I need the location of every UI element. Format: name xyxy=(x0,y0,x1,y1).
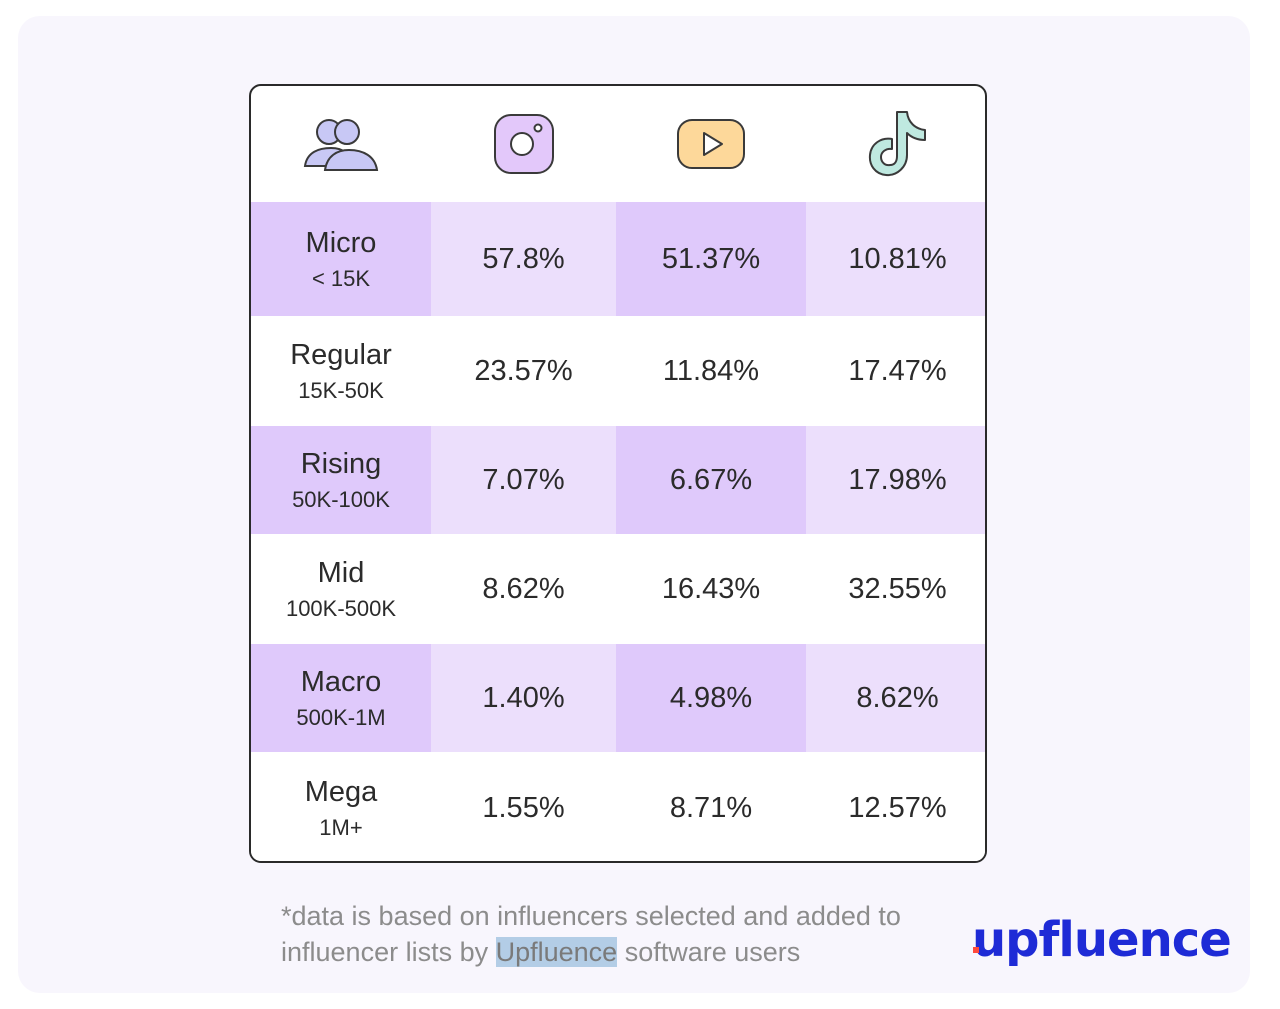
tiktok-pct: 8.62% xyxy=(856,681,939,714)
tiktok-value: 17.47% xyxy=(806,316,985,426)
tier-name: Micro xyxy=(305,226,377,259)
youtube-pct: 51.37% xyxy=(661,242,761,275)
instagram-value: 7.07% xyxy=(431,426,616,534)
tier-name: Rising xyxy=(300,447,382,480)
tiktok-pct: 10.81% xyxy=(848,242,947,275)
instagram-pct: 57.8% xyxy=(482,242,565,275)
youtube-value: 6.67% xyxy=(616,426,806,534)
tier-cell: Micro < 15K xyxy=(251,202,431,316)
footnote: *data is based on influencers selected a… xyxy=(281,898,961,970)
tiktok-value: 17.98% xyxy=(806,426,985,534)
tiktok-pct: 17.98% xyxy=(848,463,947,496)
tier-range: 100K-500K xyxy=(285,595,397,621)
tier-name: Mid xyxy=(317,556,365,589)
youtube-value: 11.84% xyxy=(616,316,806,426)
instagram-icon xyxy=(431,86,616,202)
youtube-value: 8.71% xyxy=(616,752,806,861)
youtube-pct: 8.71% xyxy=(669,792,753,824)
table-row: Rising 50K-100K 7.07% 6.67% 17.98% xyxy=(251,426,985,534)
footnote-text: *data is based on influencers selected a… xyxy=(281,901,901,967)
tier-range: 500K-1M xyxy=(296,704,386,730)
instagram-pct: 1.40% xyxy=(482,681,565,714)
table-row: Micro < 15K 57.8% 51.37% 10.81% xyxy=(251,202,985,316)
upfluence-logo: upfluence xyxy=(972,912,1232,968)
instagram-pct: 23.57% xyxy=(474,354,573,387)
footnote-highlight: Upfluence xyxy=(495,937,618,967)
table-row: Mid 100K-500K 8.62% 16.43% 32.55% xyxy=(251,534,985,644)
tiktok-value: 12.57% xyxy=(806,752,985,861)
tier-name: Macro xyxy=(300,665,382,698)
tiktok-pct: 12.57% xyxy=(848,792,947,824)
tier-cell: Rising 50K-100K xyxy=(251,426,431,534)
table-row: Mega 1M+ 1.55% 8.71% 12.57% xyxy=(251,752,985,861)
footnote-text-end: software users xyxy=(617,937,801,967)
users-icon xyxy=(251,86,431,202)
instagram-value: 57.8% xyxy=(431,202,616,316)
instagram-value: 1.55% xyxy=(431,752,616,861)
instagram-pct: 7.07% xyxy=(482,463,565,496)
youtube-pct: 6.67% xyxy=(669,463,753,496)
tier-range: 15K-50K xyxy=(298,377,384,403)
tiktok-icon xyxy=(806,86,985,202)
tier-cell: Regular 15K-50K xyxy=(251,316,431,426)
logo-dot xyxy=(973,947,979,953)
tier-range: < 15K xyxy=(311,265,371,291)
tier-range: 50K-100K xyxy=(292,486,390,512)
instagram-value: 23.57% xyxy=(431,316,616,426)
tiktok-value: 32.55% xyxy=(806,534,985,644)
youtube-value: 16.43% xyxy=(616,534,806,644)
youtube-pct: 11.84% xyxy=(662,354,760,387)
tiktok-pct: 17.47% xyxy=(848,354,947,387)
instagram-value: 1.40% xyxy=(431,644,616,752)
table-header xyxy=(251,86,985,202)
youtube-value: 51.37% xyxy=(616,202,806,316)
youtube-value: 4.98% xyxy=(616,644,806,752)
instagram-pct: 1.55% xyxy=(482,792,565,824)
tier-table: Micro < 15K 57.8% 51.37% 10.81% Regular … xyxy=(249,84,987,863)
tiktok-pct: 32.55% xyxy=(848,572,947,605)
tier-name: Mega xyxy=(304,776,378,809)
tier-range: 1M+ xyxy=(319,815,363,841)
tier-cell: Macro 500K-1M xyxy=(251,644,431,752)
table-row: Macro 500K-1M 1.40% 4.98% 8.62% xyxy=(251,644,985,752)
table-row: Regular 15K-50K 23.57% 11.84% 17.47% xyxy=(251,316,985,426)
youtube-pct: 16.43% xyxy=(661,572,761,605)
tier-name: Regular xyxy=(290,338,392,371)
tier-cell: Mid 100K-500K xyxy=(251,534,431,644)
tiktok-value: 10.81% xyxy=(806,202,985,316)
youtube-icon xyxy=(616,86,806,202)
youtube-pct: 4.98% xyxy=(669,681,753,714)
tier-cell: Mega 1M+ xyxy=(251,752,431,861)
tiktok-value: 8.62% xyxy=(806,644,985,752)
instagram-pct: 8.62% xyxy=(482,572,565,605)
instagram-value: 8.62% xyxy=(431,534,616,644)
